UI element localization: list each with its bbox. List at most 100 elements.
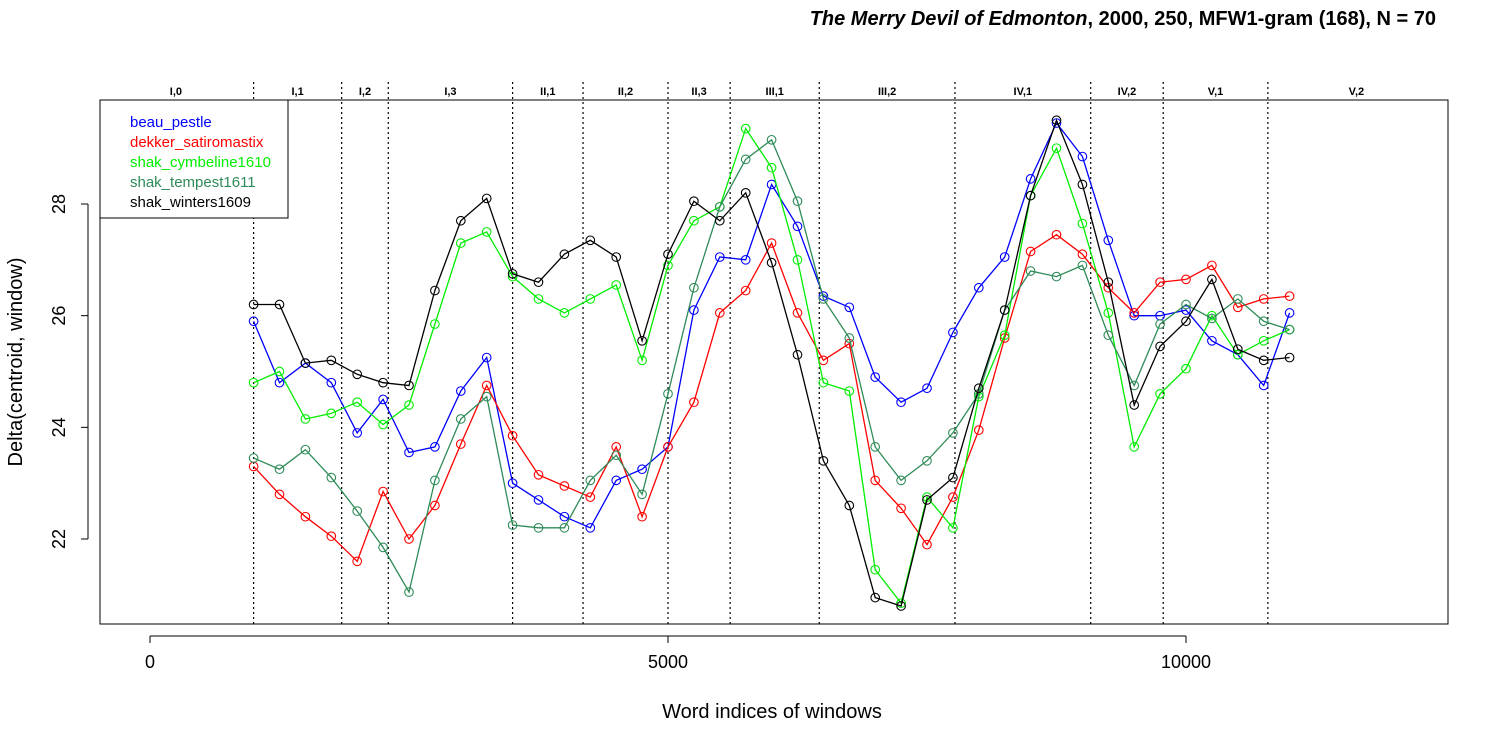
act-label: I,3 — [444, 86, 456, 98]
data-point — [663, 388, 673, 399]
data-point — [248, 316, 259, 327]
data-point — [326, 408, 337, 419]
data-point — [352, 556, 363, 567]
data-point — [326, 377, 337, 388]
data-point — [248, 453, 259, 463]
axes: 0 5000 10000 22 24 26 28 Word indices of window… — [5, 194, 1211, 723]
data-point — [896, 397, 906, 408]
legend-entry: shak_tempest1611 — [130, 174, 256, 191]
data-point — [1103, 235, 1114, 246]
data-point — [1051, 115, 1062, 126]
data-point — [1051, 143, 1062, 154]
data-point — [430, 475, 440, 486]
data-point — [404, 380, 414, 391]
data-point — [714, 215, 725, 226]
data-point — [455, 439, 466, 449]
data-point — [1258, 380, 1269, 391]
x-axis-label: Word indices of windows — [662, 701, 882, 723]
data-point — [1077, 179, 1088, 190]
act-label: V,2 — [1349, 86, 1365, 98]
data-point — [818, 377, 829, 388]
legend-entry: dekker_satiromastix — [130, 134, 264, 151]
data-point — [1051, 229, 1062, 240]
data-point — [455, 215, 466, 226]
data-point — [1025, 266, 1036, 276]
data-point — [1284, 291, 1295, 301]
data-point — [922, 455, 932, 466]
data-point — [896, 601, 906, 611]
data-point — [973, 383, 984, 394]
act-label: II,3 — [691, 86, 706, 98]
data-point — [740, 154, 751, 165]
data-point — [404, 400, 414, 410]
data-point — [430, 285, 440, 296]
data-point — [844, 386, 855, 396]
data-point — [378, 542, 388, 553]
data-point — [1077, 218, 1088, 229]
data-point — [274, 489, 285, 500]
data-point — [714, 201, 725, 212]
x-tick-label: 0 — [145, 652, 155, 672]
data-point — [248, 377, 259, 388]
data-point — [559, 308, 570, 318]
data-point — [352, 428, 363, 438]
data-point — [1232, 349, 1243, 360]
data-point — [1025, 246, 1036, 257]
data-point — [766, 257, 777, 268]
data-point — [507, 430, 518, 441]
data-point — [611, 252, 622, 262]
data-point — [559, 511, 570, 522]
y-axis-label: Delta(centroid, window) — [5, 258, 27, 467]
act-label: I,0 — [170, 86, 182, 98]
data-point — [689, 282, 699, 293]
data-point — [533, 469, 544, 480]
data-point — [973, 425, 984, 435]
plot-frame — [99, 99, 1449, 625]
data-point — [585, 522, 596, 533]
data-point — [1181, 316, 1191, 327]
data-point — [766, 162, 777, 173]
data-point — [637, 464, 647, 475]
data-point — [948, 472, 958, 483]
series-line — [253, 121, 1291, 529]
act-label: IV,1 — [1014, 86, 1033, 98]
data-point — [585, 475, 596, 486]
data-point — [1284, 308, 1295, 318]
series-line — [253, 127, 1290, 605]
data-point — [455, 238, 466, 248]
data-point — [1103, 308, 1114, 318]
data-point — [637, 511, 647, 522]
data-point — [430, 319, 440, 329]
legend-entry: beau_pestle — [130, 114, 212, 131]
data-point — [1258, 316, 1269, 327]
data-point — [948, 327, 958, 338]
data-point — [559, 522, 570, 533]
data-point — [714, 308, 725, 318]
data-point — [792, 349, 803, 360]
data-point — [559, 481, 570, 491]
data-point — [999, 305, 1010, 315]
legend-entry: shak_cymbeline1610 — [130, 154, 271, 171]
data-point — [1232, 344, 1243, 355]
data-point — [507, 520, 518, 530]
data-point — [1181, 274, 1191, 285]
data-point — [326, 355, 337, 366]
data-point — [585, 294, 596, 304]
data-point — [300, 511, 311, 522]
x-tick-label: 10000 — [1161, 652, 1211, 672]
data-point — [818, 291, 829, 301]
data-point — [1129, 308, 1140, 318]
data-point — [430, 442, 440, 452]
x-tick-label: 5000 — [648, 652, 688, 672]
data-point — [378, 394, 388, 405]
data-point — [352, 397, 363, 408]
data-point — [585, 235, 596, 246]
data-point — [1129, 400, 1140, 410]
data-point — [533, 522, 544, 533]
data-point — [326, 472, 337, 483]
data-point — [274, 299, 285, 310]
data-point — [740, 123, 751, 134]
data-point — [792, 254, 803, 265]
data-point — [740, 285, 751, 296]
